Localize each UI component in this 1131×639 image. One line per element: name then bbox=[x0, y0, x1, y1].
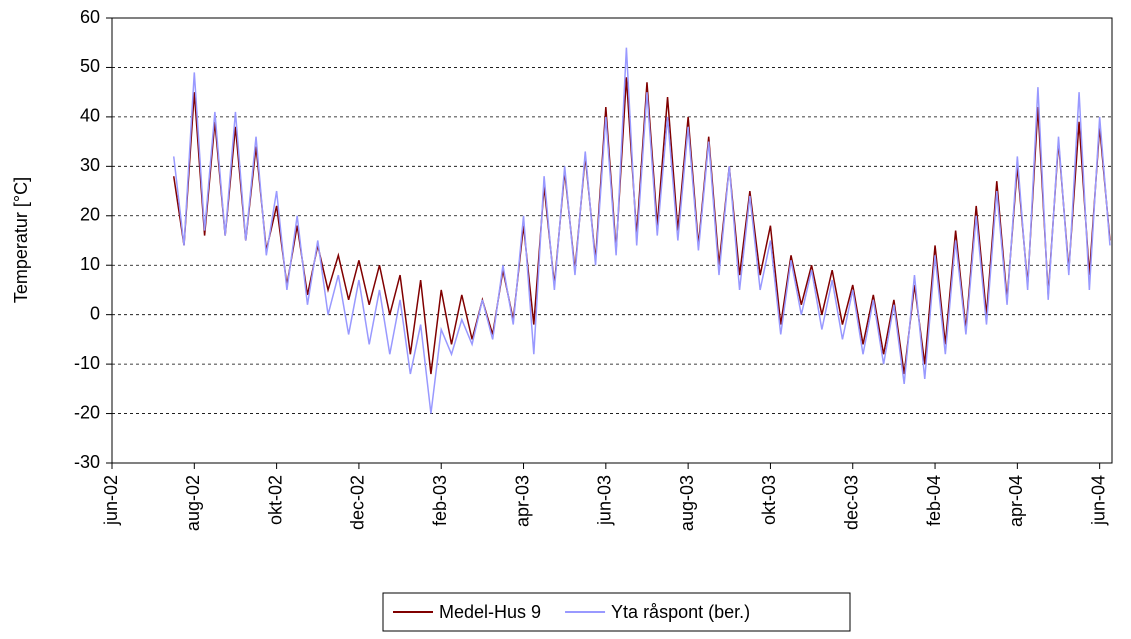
x-tick-label: feb-03 bbox=[430, 475, 450, 526]
y-tick-label: 20 bbox=[80, 205, 100, 225]
y-tick-label: 30 bbox=[80, 155, 100, 175]
x-tick-label: jun-02 bbox=[101, 475, 121, 526]
x-tick-label: jun-04 bbox=[1088, 475, 1108, 526]
y-tick-label: 60 bbox=[80, 7, 100, 27]
y-tick-label: 40 bbox=[80, 106, 100, 126]
x-tick-label: feb-04 bbox=[924, 475, 944, 526]
y-tick-label: 0 bbox=[90, 303, 100, 323]
x-tick-label: aug-02 bbox=[183, 475, 203, 531]
legend-label: Yta råspont (ber.) bbox=[611, 602, 750, 622]
x-tick-label: okt-03 bbox=[759, 475, 779, 525]
y-tick-label: 50 bbox=[80, 56, 100, 76]
x-tick-label: aug-03 bbox=[677, 475, 697, 531]
x-tick-label: apr-03 bbox=[512, 475, 532, 527]
x-tick-label: okt-02 bbox=[265, 475, 285, 525]
x-tick-label: jun-03 bbox=[595, 475, 615, 526]
series-line bbox=[172, 47, 1111, 414]
x-tick-label: dec-02 bbox=[348, 475, 368, 530]
series-line bbox=[172, 77, 1111, 375]
legend-box bbox=[382, 592, 851, 632]
y-tick-label: -20 bbox=[74, 402, 100, 422]
y-tick-label: 10 bbox=[80, 254, 100, 274]
y-tick-label: -10 bbox=[74, 353, 100, 373]
x-tick-label: apr-04 bbox=[1006, 475, 1026, 527]
plot-frame bbox=[111, 17, 1113, 464]
y-tick-label: -30 bbox=[74, 452, 100, 472]
y-axis-title: Temperatur [°C] bbox=[11, 177, 31, 303]
legend-label: Medel-Hus 9 bbox=[439, 602, 541, 622]
x-tick-label: dec-03 bbox=[841, 475, 861, 530]
